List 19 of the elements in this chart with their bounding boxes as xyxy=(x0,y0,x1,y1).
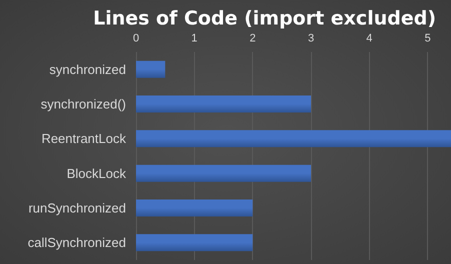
bar xyxy=(136,96,311,112)
bar xyxy=(136,200,253,216)
x-tick-label: 4 xyxy=(366,32,372,44)
y-tick-label: ReentrantLock xyxy=(41,131,126,146)
bar xyxy=(136,130,451,148)
y-tick-label: synchronized() xyxy=(40,96,126,112)
x-tick-label: 3 xyxy=(308,32,314,44)
chart-title: Lines of Code (import excluded) xyxy=(93,8,436,30)
x-tick-label: 2 xyxy=(250,32,256,44)
y-tick-label: callSynchronized xyxy=(28,235,126,250)
bar xyxy=(136,164,311,182)
bar xyxy=(136,234,253,252)
y-tick-label: synchronized xyxy=(49,62,126,77)
x-tick-label: 0 xyxy=(132,32,140,44)
x-tick-label: 5 xyxy=(424,32,431,44)
x-tick-label: 1 xyxy=(191,32,198,44)
y-tick-label: BlockLock xyxy=(66,166,126,181)
bar xyxy=(136,60,166,78)
y-tick-label: runSynchronized xyxy=(28,200,126,216)
